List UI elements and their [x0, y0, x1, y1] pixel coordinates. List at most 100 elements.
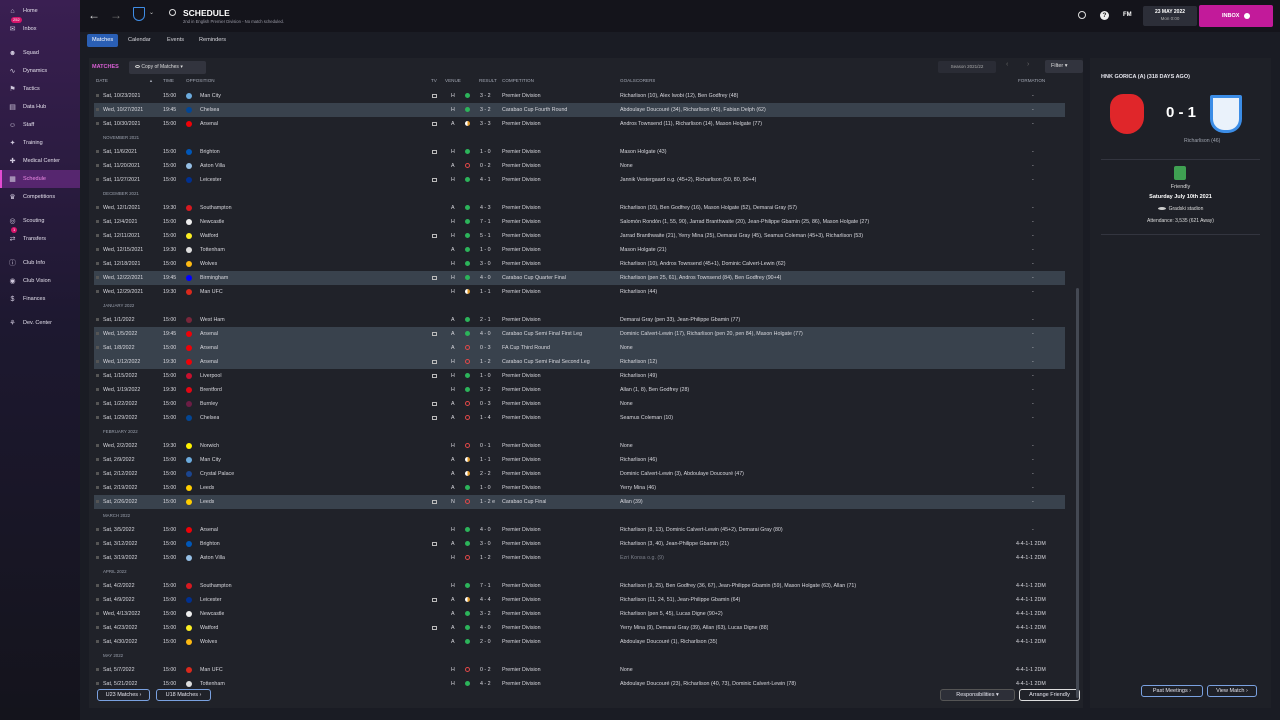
score[interactable]: 1 - 2 — [480, 555, 491, 561]
score[interactable]: 4 - 3 — [480, 205, 491, 211]
score[interactable]: 3 - 2 — [480, 611, 491, 617]
score[interactable]: 0 - 3 — [480, 345, 491, 351]
opponent-name[interactable]: Leicester — [200, 177, 222, 183]
score[interactable]: 4 - 0 — [480, 625, 491, 631]
row-checkbox[interactable] — [96, 663, 99, 677]
past-meetings-button[interactable]: Past Meetings › — [1141, 685, 1203, 697]
row-checkbox[interactable] — [96, 537, 99, 551]
tab-matches[interactable]: Matches — [87, 34, 119, 47]
match-row[interactable]: Sat, 2/19/2022 15:00 Leeds A 1 - 0 Premier Di… — [94, 481, 1065, 495]
score[interactable]: 3 - 2 — [480, 387, 491, 393]
sidebar-item-schedule[interactable]: ▦ Schedule — [0, 170, 80, 188]
u23-matches-button[interactable]: U23 Matches › — [97, 689, 150, 701]
match-row[interactable]: Wed, 12/15/2021 19:30 Tottenham A 1 - 0 Premi… — [94, 243, 1065, 257]
opponent-name[interactable]: Brentford — [200, 387, 222, 393]
score[interactable]: 4 - 0 — [480, 275, 491, 281]
chevron-icon[interactable]: ⌄ — [149, 10, 155, 16]
inbox-button[interactable]: INBOX — [1199, 5, 1273, 27]
match-row[interactable]: Sat, 1/15/2022 15:00 Liverpool H 1 - 0 Premie… — [94, 369, 1065, 383]
opponent-name[interactable]: Arsenal — [200, 527, 218, 533]
row-checkbox[interactable] — [96, 341, 99, 355]
match-row[interactable]: Wed, 12/1/2021 19:30 Southampton A 4 - 3 Prem… — [94, 201, 1065, 215]
help-icon[interactable]: ? — [1100, 11, 1109, 20]
sidebar-item-inbox[interactable]: ✉ Inbox 252 — [0, 17, 80, 38]
tab-calendar[interactable]: Calendar — [128, 37, 151, 43]
match-row[interactable]: Sat, 11/20/2021 15:00 Aston Villa A 0 - 2 Pre… — [94, 159, 1065, 173]
prev-season-icon[interactable]: ‹ — [1006, 61, 1009, 68]
row-checkbox[interactable] — [96, 257, 99, 271]
club-crest-icon[interactable] — [133, 7, 145, 21]
sidebar-item-finances[interactable]: $ Finances — [0, 290, 80, 308]
score[interactable]: 1 - 0 — [480, 373, 491, 379]
row-checkbox[interactable] — [96, 201, 99, 215]
row-checkbox[interactable] — [96, 103, 99, 117]
opponent-name[interactable]: Man City — [200, 457, 221, 463]
match-row[interactable]: Sat, 1/8/2022 15:00 Arsenal A 0 - 3 FA Cup Th… — [94, 341, 1065, 355]
opponent-name[interactable]: West Ham — [200, 317, 225, 323]
score[interactable]: 3 - 2 — [480, 93, 491, 99]
match-row[interactable]: Wed, 12/22/2021 19:45 Birmingham H 4 - 0 Cara… — [94, 271, 1065, 285]
opponent-name[interactable]: Norwich — [200, 443, 220, 449]
col-time[interactable]: TIME — [163, 78, 174, 83]
score[interactable]: 7 - 1 — [480, 219, 491, 225]
match-row[interactable]: Sat, 10/30/2021 15:00 Arsenal A 3 - 3 Premier… — [94, 117, 1065, 131]
opponent-name[interactable]: Leeds — [200, 485, 215, 491]
row-checkbox[interactable] — [96, 327, 99, 341]
sidebar-item-scouting[interactable]: ◎ Scouting — [0, 212, 80, 230]
match-row[interactable]: Sat, 5/7/2022 15:00 Man UFC H 0 - 2 Premier D… — [94, 663, 1065, 677]
score[interactable]: 4 - 2 — [480, 681, 491, 687]
sidebar-item-squad[interactable]: ☻ Squad — [0, 44, 80, 62]
row-checkbox[interactable] — [96, 89, 99, 103]
match-row[interactable]: Sat, 3/5/2022 15:00 Arsenal H 4 - 0 Premier D… — [94, 523, 1065, 537]
row-checkbox[interactable] — [96, 467, 99, 481]
sidebar-item-tactics[interactable]: ⚑ Tactics — [0, 80, 80, 98]
match-row[interactable]: Sat, 4/23/2022 15:00 Watford A 4 - 0 Premier … — [94, 621, 1065, 635]
sidebar-item-training[interactable]: ✦ Training — [0, 134, 80, 152]
opponent-name[interactable]: Watford — [200, 625, 219, 631]
date-box[interactable]: 23 MAY 2022 Mon 0:00 — [1143, 6, 1197, 26]
score[interactable]: 1 - 0 — [480, 247, 491, 253]
row-checkbox[interactable] — [96, 579, 99, 593]
match-row[interactable]: Sat, 4/2/2022 15:00 Southampton H 7 - 1 Premi… — [94, 579, 1065, 593]
score[interactable]: 1 - 1 — [480, 457, 491, 463]
sidebar-item-club-vision[interactable]: ◉ Club Vision — [0, 272, 80, 290]
settings-icon[interactable] — [1078, 11, 1086, 19]
season-selector[interactable]: Season 2021/22 — [938, 61, 996, 73]
row-checkbox[interactable] — [96, 369, 99, 383]
opponent-name[interactable]: Arsenal — [200, 359, 218, 365]
row-checkbox[interactable] — [96, 159, 99, 173]
match-row[interactable]: Sat, 3/19/2022 15:00 Aston Villa H 1 - 2 Prem… — [94, 551, 1065, 565]
row-checkbox[interactable] — [96, 495, 99, 509]
view-dropdown[interactable]: Copy of Matches ▾ — [129, 61, 206, 74]
filter-button[interactable]: Filter ▾ — [1045, 60, 1083, 73]
match-row[interactable]: Sat, 11/6/2021 15:00 Brighton H 1 - 0 Premier… — [94, 145, 1065, 159]
opponent-name[interactable]: Southampton — [200, 205, 232, 211]
sidebar-item-transfers[interactable]: ⇄ Transfers 1 — [0, 227, 80, 248]
score[interactable]: 2 - 1 — [480, 317, 491, 323]
row-checkbox[interactable] — [96, 635, 99, 649]
match-row[interactable]: Wed, 1/12/2022 19:30 Arsenal H 1 - 2 Carabao … — [94, 355, 1065, 369]
row-checkbox[interactable] — [96, 271, 99, 285]
score[interactable]: 0 - 1 — [480, 443, 491, 449]
sidebar-item-data-hub[interactable]: ▤ Data Hub — [0, 98, 80, 116]
score[interactable]: 1 - 0 — [480, 149, 491, 155]
sidebar-item-competitions[interactable]: ♛ Competitions — [0, 188, 80, 206]
responsibilities-button[interactable]: Responsibilities ▾ — [940, 689, 1015, 701]
opponent-name[interactable]: Aston Villa — [200, 163, 225, 169]
sidebar-item-dev-center[interactable]: ⚘ Dev. Center — [0, 314, 80, 332]
score[interactable]: 4 - 4 — [480, 597, 491, 603]
match-row[interactable]: Sat, 2/12/2022 15:00 Crystal Palace A 2 - 2 P… — [94, 467, 1065, 481]
opponent-name[interactable]: Arsenal — [200, 331, 218, 337]
row-checkbox[interactable] — [96, 229, 99, 243]
row-checkbox[interactable] — [96, 607, 99, 621]
col-competition[interactable]: COMPETITION — [502, 78, 534, 83]
match-row[interactable]: Sat, 2/9/2022 15:00 Man City A 1 - 1 Premier … — [94, 453, 1065, 467]
scrollbar[interactable] — [1076, 288, 1079, 698]
row-checkbox[interactable] — [96, 397, 99, 411]
match-row[interactable]: Wed, 1/19/2022 19:30 Brentford H 3 - 2 Premie… — [94, 383, 1065, 397]
opponent-name[interactable]: Brighton — [200, 149, 220, 155]
match-row[interactable]: Wed, 12/29/2021 19:30 Man UFC H 1 - 1 Premier… — [94, 285, 1065, 299]
row-checkbox[interactable] — [96, 355, 99, 369]
match-row[interactable]: Sat, 4/9/2022 15:00 Leicester A 4 - 4 Premier… — [94, 593, 1065, 607]
row-checkbox[interactable] — [96, 285, 99, 299]
